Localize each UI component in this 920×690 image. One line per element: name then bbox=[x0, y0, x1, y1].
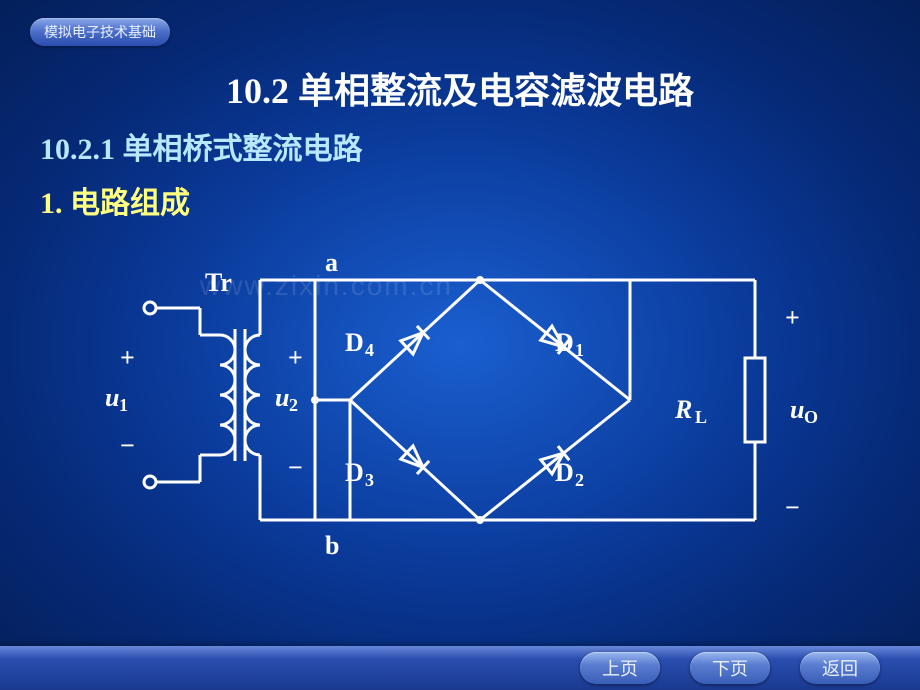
svg-text:D: D bbox=[555, 328, 574, 357]
svg-text:4: 4 bbox=[365, 340, 374, 360]
svg-text:R: R bbox=[674, 395, 692, 424]
next-button[interactable]: 下页 bbox=[690, 652, 770, 684]
svg-text:2: 2 bbox=[289, 395, 298, 415]
course-badge: 模拟电子技术基础 bbox=[30, 18, 170, 46]
section-heading: 1. 电路组成 bbox=[40, 178, 190, 222]
svg-text:u: u bbox=[105, 383, 119, 412]
prev-button[interactable]: 上页 bbox=[580, 652, 660, 684]
back-button[interactable]: 返回 bbox=[800, 652, 880, 684]
svg-text:Tr: Tr bbox=[205, 268, 232, 297]
svg-text:u: u bbox=[790, 395, 804, 424]
svg-text:b: b bbox=[325, 531, 339, 560]
svg-text:1: 1 bbox=[575, 340, 584, 360]
svg-text:O: O bbox=[804, 407, 818, 427]
svg-text:2: 2 bbox=[575, 470, 584, 490]
svg-text:1: 1 bbox=[119, 395, 128, 415]
svg-text:D: D bbox=[345, 458, 364, 487]
svg-text:a: a bbox=[325, 248, 338, 277]
svg-text:L: L bbox=[695, 407, 707, 427]
svg-text:D: D bbox=[345, 328, 364, 357]
svg-text:+: + bbox=[785, 303, 800, 332]
svg-text:D: D bbox=[555, 458, 574, 487]
svg-text:u: u bbox=[275, 383, 289, 412]
page-title: 10.2 单相整流及电容滤波电路 bbox=[0, 62, 920, 114]
svg-text:−: − bbox=[120, 431, 135, 460]
svg-text:−: − bbox=[785, 493, 800, 522]
circuit-diagram: abTr+−u1+−u2D1D2D3D4RLuO+− bbox=[70, 230, 850, 570]
page-subtitle: 10.2.1 单相桥式整流电路 bbox=[40, 124, 363, 168]
svg-text:+: + bbox=[288, 343, 303, 372]
footer-nav: 上页 下页 返回 bbox=[0, 646, 920, 690]
svg-text:−: − bbox=[288, 453, 303, 482]
svg-text:3: 3 bbox=[365, 470, 374, 490]
svg-text:+: + bbox=[120, 343, 135, 372]
